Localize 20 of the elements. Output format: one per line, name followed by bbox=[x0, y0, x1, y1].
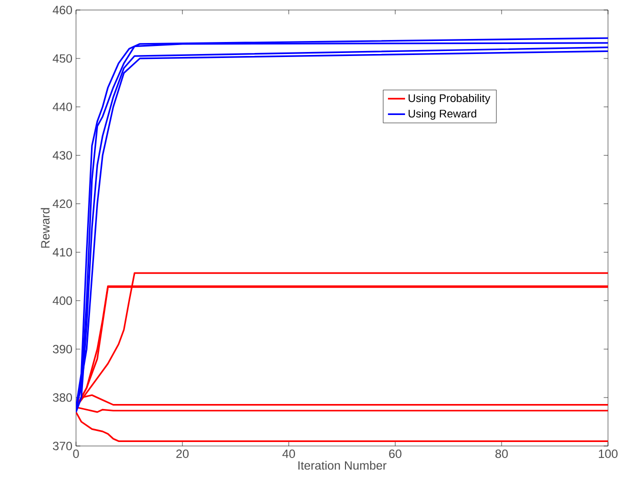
x-axis-title: Iteration Number bbox=[298, 460, 386, 470]
legend-label: Using Probability bbox=[408, 94, 490, 104]
y-tick-label: 450 bbox=[52, 54, 72, 63]
y-tick-label: 460 bbox=[52, 6, 72, 14]
y-axis-title: Reward bbox=[40, 208, 50, 248]
x-tick-label: 40 bbox=[282, 450, 296, 458]
y-tick-label: 410 bbox=[52, 248, 72, 256]
y-tick-label: 400 bbox=[52, 296, 72, 305]
legend-label: Using Reward bbox=[408, 109, 476, 120]
y-tick-label: 390 bbox=[52, 344, 72, 354]
y-tick-label: 430 bbox=[52, 151, 72, 160]
x-tick-label: 20 bbox=[176, 450, 189, 458]
x-tick-label: 80 bbox=[495, 450, 508, 458]
x-tick-label: 100 bbox=[598, 450, 618, 458]
y-tick-label: 440 bbox=[52, 102, 72, 112]
y-tick-label: 370 bbox=[52, 442, 72, 450]
y-tick-label: 380 bbox=[52, 393, 72, 402]
x-tick-label: 0 bbox=[73, 450, 79, 458]
x-tick-label: 60 bbox=[389, 450, 402, 458]
y-tick-label: 420 bbox=[52, 200, 72, 208]
